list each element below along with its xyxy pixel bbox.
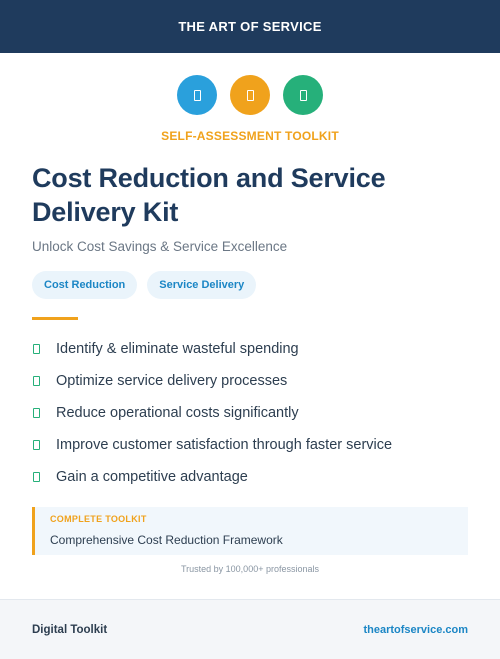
toolkit-callout: COMPLETE TOOLKIT Comprehensive Cost Redu… bbox=[32, 507, 468, 555]
callout-label: COMPLETE TOOLKIT bbox=[50, 514, 147, 524]
check-icon bbox=[33, 344, 40, 354]
brand-name: THE ART OF SERVICE bbox=[178, 19, 322, 34]
footer-label: Digital Toolkit bbox=[32, 623, 108, 636]
feature-item: Gain a competitive advantage bbox=[32, 461, 468, 493]
website-link[interactable]: theartofservice.com bbox=[363, 623, 468, 636]
feature-item: Identify & eliminate wasteful spending bbox=[32, 333, 468, 365]
feature-item: Improve customer satisfaction through fa… bbox=[32, 429, 468, 461]
document-icon bbox=[177, 75, 217, 115]
trusted-note: Trusted by 100,000+ professionals bbox=[180, 564, 319, 574]
tag-cost-reduction: Cost Reduction bbox=[32, 271, 138, 299]
eyebrow-label: SELF-ASSESSMENT TOOLKIT bbox=[161, 129, 339, 143]
feature-list: Identify & eliminate wasteful spending O… bbox=[32, 333, 468, 493]
check-icon bbox=[33, 440, 40, 450]
feature-item: Optimize service delivery processes bbox=[32, 365, 468, 397]
main-content: Cost Reduction and Service Delivery Kit … bbox=[0, 161, 500, 574]
header-bar: THE ART OF SERVICE bbox=[0, 0, 500, 53]
checklist-icon bbox=[283, 75, 323, 115]
tag-service-delivery: Service Delivery bbox=[147, 271, 257, 299]
footer-bar: Digital Toolkit theartofservice.com bbox=[0, 599, 500, 659]
icon-row bbox=[0, 75, 500, 115]
check-icon bbox=[33, 472, 40, 482]
page-title: Cost Reduction and Service Delivery Kit bbox=[32, 163, 386, 227]
page-subtitle: Unlock Cost Savings & Service Excellence bbox=[32, 239, 288, 254]
callout-value: Comprehensive Cost Reduction Framework bbox=[50, 533, 283, 547]
check-icon bbox=[33, 376, 40, 386]
check-icon bbox=[33, 408, 40, 418]
feature-item: Reduce operational costs significantly bbox=[32, 397, 468, 429]
accent-divider bbox=[32, 317, 78, 320]
tag-list: Cost Reduction Service Delivery bbox=[32, 271, 468, 299]
clipboard-icon bbox=[230, 75, 270, 115]
